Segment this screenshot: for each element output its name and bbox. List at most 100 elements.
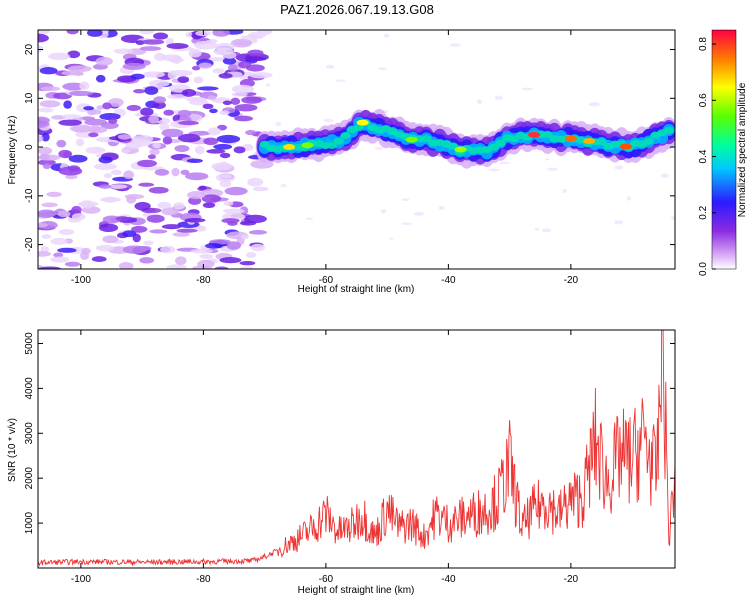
noise-blob [142,71,166,78]
noise-blob [39,67,58,75]
noise-blob [499,161,511,165]
signal-peak [583,137,596,144]
x-tick-label: -40 [441,275,456,286]
noise-blob [85,146,106,154]
noise-blob [38,159,56,166]
noise-blob [241,96,263,104]
noise-blob [245,64,265,72]
noise-blob [99,113,121,121]
noise-blob [38,135,44,142]
noise-blob [41,132,50,142]
noise-blob [98,156,113,164]
spectrogram-plot [38,30,675,269]
x-tick-label: -60 [319,275,334,286]
noise-blob [154,169,170,176]
noise-blob [117,134,132,140]
signal-peak [564,135,577,142]
noise-blob [175,256,187,266]
noise-blob [100,122,119,129]
noise-blob [240,35,264,40]
noise-blob [95,244,114,252]
noise-blob [546,167,558,171]
colorbar [711,29,737,270]
noise-blob [140,107,154,116]
noise-blob [245,129,257,136]
noise-blob [218,72,233,79]
noise-blob [41,234,52,239]
y-tick-label: 10 [24,92,35,104]
noise-blob [157,201,172,209]
noise-blob [413,211,425,216]
noise-blob [219,180,232,188]
y-tick-label: 0 [24,144,35,150]
noise-blob [545,158,550,161]
noise-blob [121,148,131,154]
y-tick-label: -10 [24,188,35,203]
noise-blob [613,220,624,225]
noise-blob [449,43,462,47]
noise-blob [180,169,190,176]
noise-blob [149,148,160,156]
noise-blob [110,169,122,176]
noise-blob [122,230,137,238]
noise-blob [98,184,112,189]
noise-blob [40,245,49,253]
noise-blob [377,67,387,71]
noise-blob [305,217,314,220]
noise-blob [141,39,165,45]
noise-blob [244,56,267,61]
noise-blob [521,87,534,91]
noise-blob [79,200,95,209]
noise-blob [227,64,238,71]
x-tick-label: -100 [71,574,91,585]
noise-blob [494,95,503,100]
noise-blob [239,266,254,269]
noise-blob [212,68,225,74]
noise-blob [123,170,135,180]
signal-peak [405,136,418,143]
noise-blob [108,97,124,107]
noise-blob [139,246,152,251]
noise-blob [275,121,282,127]
noise-blob [153,32,169,40]
noise-blob [172,55,181,64]
noise-blob [147,154,156,160]
noise-blob [113,48,134,54]
noise-blob [171,167,180,177]
snr-plot [38,330,675,567]
noise-blob [38,33,49,43]
noise-blob [488,168,501,172]
noise-blob [202,202,216,209]
signal-peak [356,119,369,126]
noise-blob [149,229,168,234]
noise-blob [91,256,107,263]
noise-blob [68,154,88,163]
colorbar-tick-label: 0.8 [698,37,709,51]
colorbar-tick-label: 0.6 [698,93,709,107]
noise-blob [215,42,235,51]
noise-blob [90,109,102,115]
noise-blob [159,122,170,132]
noise-blob [70,125,94,133]
colorbar-tick-label: 0.0 [698,262,709,276]
y-tick-label: 1000 [24,512,35,535]
noise-blob [224,186,248,196]
noise-blob [250,243,266,252]
noise-blob [57,210,71,218]
noise-blob [152,142,161,149]
signal-blob [643,137,654,145]
noise-blob [222,57,237,65]
noise-blob [201,194,222,203]
noise-blob [401,198,410,201]
signal-blob [353,124,364,132]
noise-blob [144,86,159,95]
noise-blob [38,154,61,161]
noise-blob [438,205,445,210]
noise-blob [240,234,249,240]
y-tick-label: 5000 [24,332,35,355]
signal-blob [327,141,337,150]
noise-blob [214,49,227,54]
snr-series-line [38,330,675,567]
noise-blob [178,120,199,126]
noise-blob [247,177,264,187]
